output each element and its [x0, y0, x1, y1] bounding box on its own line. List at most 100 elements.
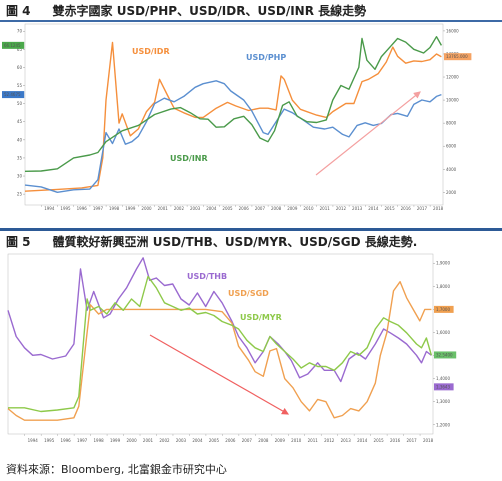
x-tick-label: 2002 [174, 206, 185, 211]
x-tick-label: 2013 [352, 206, 363, 211]
x-tick-label: 2018 [433, 206, 444, 211]
end-marker-box [434, 305, 454, 313]
series-line-usd-thb [7, 257, 432, 383]
x-tick-label: 2009 [287, 206, 298, 211]
left-tick-label: 50 [17, 101, 23, 106]
x-tick-label: 1996 [61, 438, 72, 443]
x-tick-label: 1995 [44, 438, 55, 443]
trend-arrow-up-arrow [315, 91, 421, 176]
figure-4-divider [0, 20, 502, 22]
left-tick-label: 30 [17, 174, 23, 179]
x-tick-label: 2000 [141, 206, 152, 211]
figure-4-title-text: 雙赤字國家 USD/PHP、USD/IDR、USD/INR 長線走勢 [52, 4, 367, 18]
right-tick-label: 16000 [446, 28, 459, 33]
x-tick-label: 1997 [93, 206, 104, 211]
series-line-usd-idr [24, 41, 442, 192]
left-tick-label: 40 [17, 137, 23, 142]
x-tick-label: 2000 [126, 438, 137, 443]
left-tick-label: 45 [17, 119, 23, 124]
x-tick-label: 2008 [258, 438, 269, 443]
series-label-usd-thb: USD/THB [187, 272, 227, 281]
chart-usd-php-idr-inr: 25 30 35 40 45 50 55 60 65 70 2000 4000 6000 8000 1000… [2, 23, 472, 211]
right-tick-label: 1,4000 [436, 376, 450, 381]
end-marker-box [2, 41, 25, 49]
series-label-usd-myr: USD/MYR [240, 313, 282, 322]
end-marker-box [2, 91, 25, 99]
left-tick-label: 35 [17, 155, 23, 160]
x-tick-label: 2012 [324, 438, 335, 443]
end-marker-label: 1,7000 [436, 307, 450, 312]
series-label-usd-php: USD/PHP [246, 53, 286, 62]
x-tick-label: 2003 [176, 438, 187, 443]
x-tick-label: 2008 [271, 206, 282, 211]
figure-5-title-text: 體質較好新興亞洲 USD/THB、USD/MYR、USD/SGD 長線走勢. [52, 235, 418, 249]
series-line-usd-sgd [7, 281, 432, 421]
right-tick-label: 10000 [446, 98, 459, 103]
x-tick-label: 2010 [303, 206, 314, 211]
series-label-usd-inr: USD/INR [170, 154, 208, 163]
right-tick-label: 2000 [446, 190, 457, 195]
x-tick-label: 2011 [320, 206, 331, 211]
figure-4-number: 圖 4 [6, 4, 31, 18]
right-tick-label: 1,9000 [436, 261, 450, 266]
right-tick-label: 4000 [446, 167, 457, 172]
x-tick-label: 1998 [94, 438, 105, 443]
end-marker-label: 52.4675 [4, 92, 21, 97]
x-tick-label: 1998 [109, 206, 120, 211]
x-tick-label: 2013 [341, 438, 352, 443]
left-tick-label: 65 [17, 47, 23, 52]
x-tick-label: 2004 [206, 206, 217, 211]
right-tick-label: 12000 [446, 75, 459, 80]
right-tick-label: 1,6000 [436, 330, 450, 335]
x-tick-label: 1994 [44, 206, 55, 211]
x-tick-label: 1994 [28, 438, 39, 443]
x-tick-label: 2015 [374, 438, 385, 443]
x-tick-label: 1997 [77, 438, 88, 443]
x-tick-label: 1995 [60, 206, 71, 211]
x-tick-label: 2016 [390, 438, 401, 443]
figure-5-title: 圖 5 體質較好新興亞洲 USD/THB、USD/MYR、USD/SGD 長線走勢… [6, 233, 417, 250]
x-tick-label: 2009 [275, 438, 286, 443]
x-tick-label: 1999 [110, 438, 121, 443]
x-tick-label: 2017 [417, 206, 428, 211]
right-tick-label: 1,2000 [436, 422, 450, 427]
trend-arrow-down-arrow [149, 334, 290, 415]
x-tick-label: 2015 [384, 206, 395, 211]
x-tick-label: 1996 [77, 206, 88, 211]
figure-5-number: 圖 5 [6, 235, 31, 249]
x-tick-label: 2005 [209, 438, 220, 443]
x-tick-label: 2004 [192, 438, 203, 443]
series-label-usd-idr: USD/IDR [132, 47, 170, 56]
end-marker-label: 1,3643 [436, 384, 450, 389]
end-marker-label: 66.1245 [4, 43, 21, 48]
end-marker-box [444, 53, 472, 61]
x-tick-label: 2010 [291, 438, 302, 443]
x-tick-label: 2006 [239, 206, 250, 211]
series-label-usd-sgd: USD/SGD [228, 289, 269, 298]
plot-frame [24, 23, 444, 206]
right-tick-label: 8000 [446, 121, 457, 126]
end-marker-label: 13765.000 [446, 54, 468, 59]
figure-4-title: 圖 4 雙赤字國家 USD/PHP、USD/IDR、USD/INR 長線走勢 [6, 2, 366, 19]
x-tick-label: 2014 [357, 438, 368, 443]
source-note: 資料來源：Bloomberg, 北富銀金市研究中心 [6, 463, 227, 476]
end-marker-box [434, 383, 454, 391]
x-tick-label: 2012 [336, 206, 347, 211]
x-tick-label: 2007 [242, 438, 253, 443]
series-line-usd-inr [24, 36, 443, 172]
x-tick-label: 2001 [158, 206, 169, 211]
left-tick-label: 55 [17, 83, 23, 88]
series-line-usd-myr [8, 275, 433, 413]
end-marker-box [434, 351, 457, 359]
series-line-usd-php [24, 80, 442, 193]
chart-usd-thb-sgd-myr: 1,20001,30001,40001,50001,60001,70001,80… [7, 253, 457, 443]
left-tick-label: 25 [17, 192, 23, 197]
figure-5-divider [0, 228, 502, 231]
right-tick-label: 1,3000 [436, 399, 450, 404]
left-tick-label: 70 [17, 29, 23, 34]
right-tick-label: 6000 [446, 144, 457, 149]
x-tick-label: 2003 [190, 206, 201, 211]
left-tick-label: 60 [17, 65, 23, 70]
x-tick-label: 2005 [222, 206, 233, 211]
x-tick-label: 2014 [368, 206, 379, 211]
